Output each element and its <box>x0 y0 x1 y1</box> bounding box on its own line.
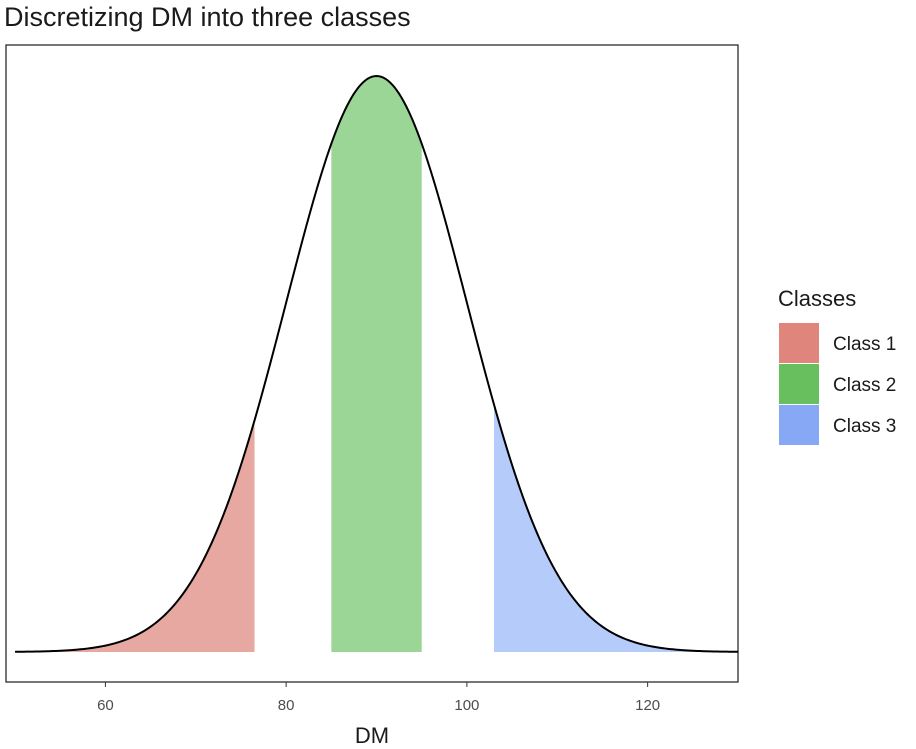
class-fill-1 <box>15 420 255 652</box>
density-curve <box>15 74 739 653</box>
x-tick-label: 120 <box>635 697 660 714</box>
legend-label-3: Class 3 <box>833 416 896 437</box>
legend-key-1 <box>779 323 819 363</box>
x-axis: 60 80 100 120 <box>97 682 660 714</box>
chart-title: Discretizing DM into three classes <box>4 2 411 32</box>
plot-area <box>5 44 739 683</box>
legend-key-2 <box>779 364 819 404</box>
legend-label-2: Class 2 <box>833 375 896 396</box>
class-fill-2 <box>331 76 422 652</box>
legend-title: Classes <box>778 286 856 311</box>
legend-label-1: Class 1 <box>833 334 896 355</box>
x-axis-title: DM <box>355 723 389 748</box>
legend: Classes Class 1 Class 2 Class 3 <box>778 286 896 445</box>
x-tick-label: 100 <box>454 697 479 714</box>
x-tick-label: 80 <box>278 697 295 714</box>
legend-key-3 <box>779 405 819 445</box>
class-fill-3 <box>494 404 738 652</box>
x-tick-label: 60 <box>97 697 114 714</box>
class-fills <box>15 76 738 652</box>
